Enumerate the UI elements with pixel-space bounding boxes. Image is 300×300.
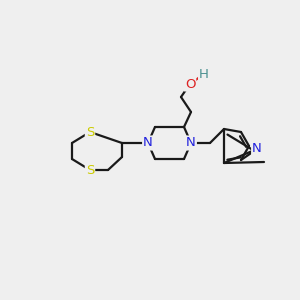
Text: N: N xyxy=(143,136,153,149)
Text: S: S xyxy=(86,164,94,176)
Text: O: O xyxy=(185,77,195,91)
Text: N: N xyxy=(252,142,262,155)
Text: H: H xyxy=(199,68,209,80)
Text: S: S xyxy=(86,125,94,139)
Text: N: N xyxy=(186,136,196,149)
